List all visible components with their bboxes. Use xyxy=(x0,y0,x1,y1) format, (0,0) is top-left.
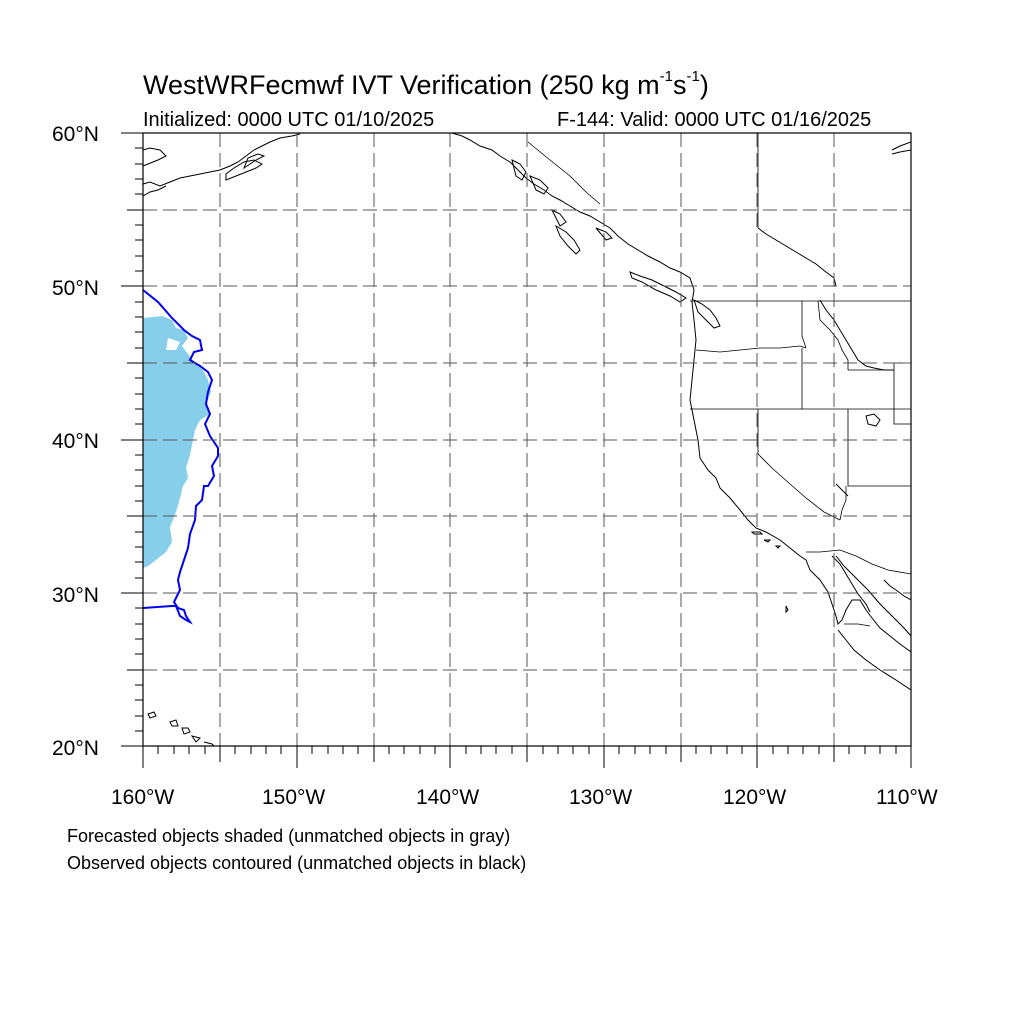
forecast-object-gap xyxy=(166,338,180,350)
lat-lon-grid xyxy=(143,133,911,746)
init-time-label: Initialized: 0000 UTC 01/10/2025 xyxy=(143,109,435,131)
valid-time-label: F-144: Valid: 0000 UTC 01/16/2025 xyxy=(557,109,872,131)
title-mid: s xyxy=(672,70,687,100)
lat-label-40n: 40°N xyxy=(52,430,99,453)
chart-title: WestWRFecmwf IVT Verification (250 kg m-… xyxy=(143,68,709,101)
state-boundaries xyxy=(527,133,911,627)
lat-label-50n: 50°N xyxy=(52,277,99,300)
note-observed: Observed objects contoured (unmatched ob… xyxy=(67,853,527,873)
lon-label-150w: 150°W xyxy=(262,786,326,809)
title-prefix: WestWRFecmwf IVT Verification (250 kg m xyxy=(143,70,660,100)
lon-label-160w: 160°W xyxy=(111,786,175,809)
lon-label-140w: 140°W xyxy=(416,786,480,809)
lat-label-30n: 30°N xyxy=(52,584,99,607)
coastline xyxy=(143,133,911,746)
tick-marks xyxy=(121,132,912,768)
forecast-object xyxy=(143,316,211,568)
observed-object-contour xyxy=(143,289,219,625)
title-sup-1: -1 xyxy=(659,68,673,85)
lat-label-60n: 60°N xyxy=(52,123,99,146)
note-forecast: Forecasted objects shaded (unmatched obj… xyxy=(67,826,511,846)
title-suffix: ) xyxy=(699,70,709,100)
lon-label-120w: 120°W xyxy=(723,786,787,809)
title-sup-2: -1 xyxy=(686,68,700,85)
lat-label-20n: 20°N xyxy=(52,737,99,760)
lon-label-130w: 130°W xyxy=(569,786,633,809)
lon-label-110w: 110°W xyxy=(876,786,938,809)
